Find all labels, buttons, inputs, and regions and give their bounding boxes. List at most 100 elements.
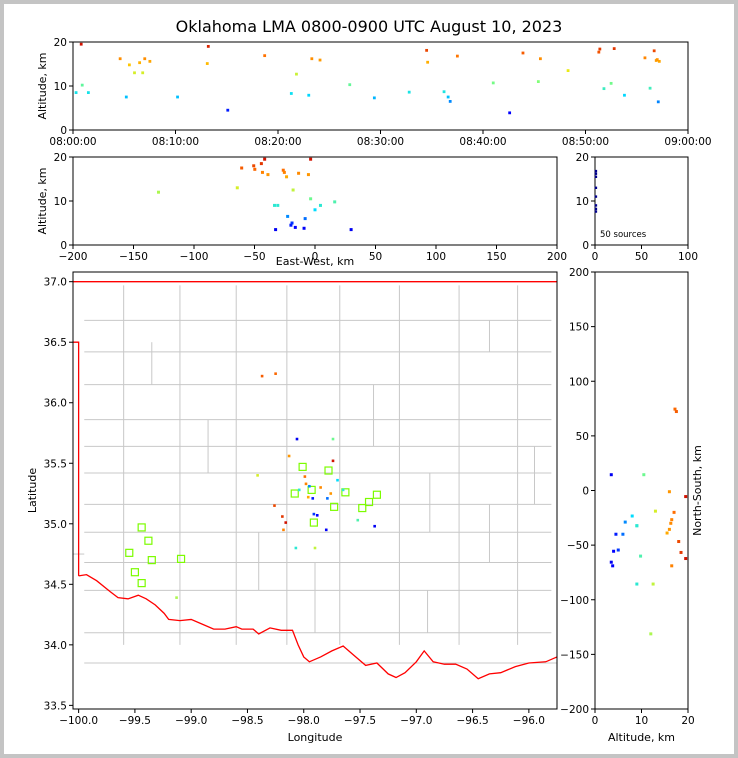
time-tick-label: 09:00:00 bbox=[664, 136, 711, 148]
time-altitude-point bbox=[656, 100, 660, 104]
time-tick-label: 08:40:00 bbox=[459, 136, 506, 148]
ns-altitude-tick-label: 20 bbox=[681, 715, 694, 727]
time-altitude-point bbox=[124, 95, 128, 99]
source-point bbox=[284, 521, 288, 524]
time-altitude-point bbox=[448, 100, 452, 103]
north-south-point bbox=[672, 510, 676, 514]
time-tick-label: 08:20:00 bbox=[254, 136, 301, 148]
north-south-tick-label: 150 bbox=[569, 322, 589, 334]
time-altitude-point bbox=[263, 54, 267, 58]
time-altitude-point bbox=[609, 81, 613, 85]
ns-altitude-tick-label: 10 bbox=[635, 715, 648, 727]
lma-station-marker bbox=[144, 536, 153, 545]
time-altitude-point bbox=[491, 81, 495, 85]
latitude-tick-label: 34.0 bbox=[44, 640, 67, 652]
north-south-tick-label: 50 bbox=[576, 431, 589, 443]
histogram-altitude-tick-label: 10 bbox=[576, 196, 589, 208]
altitude-tick-label: 20 bbox=[54, 152, 67, 164]
north-south-point bbox=[642, 473, 646, 477]
east-west-point bbox=[291, 188, 295, 192]
north-south-point bbox=[667, 527, 671, 531]
histogram-altitude-tick-label: 20 bbox=[576, 152, 589, 164]
time-tick-label: 08:00:00 bbox=[49, 136, 96, 148]
lma-station-marker bbox=[125, 548, 134, 557]
source-point bbox=[175, 596, 178, 599]
longitude-tick-label: −99.0 bbox=[175, 715, 207, 727]
east-west-point bbox=[290, 221, 294, 225]
source-point bbox=[326, 497, 329, 500]
east-west-point bbox=[235, 186, 239, 190]
time-altitude-point bbox=[138, 61, 142, 65]
source-point bbox=[319, 486, 322, 489]
time-altitude-point bbox=[536, 80, 540, 83]
source-point bbox=[329, 492, 333, 495]
source-point bbox=[311, 497, 315, 500]
time-altitude-point bbox=[597, 50, 601, 54]
plan-view-frame bbox=[72, 271, 558, 710]
source-point bbox=[356, 518, 360, 522]
lma-station-marker bbox=[372, 490, 382, 499]
north-south-tick-label: 100 bbox=[569, 376, 589, 388]
north-south-ylabel: North-South, km bbox=[691, 445, 704, 536]
source-point bbox=[297, 488, 301, 492]
north-south-point bbox=[614, 532, 618, 536]
east-west-tick-label: −100 bbox=[180, 251, 209, 263]
north-south-point bbox=[612, 549, 616, 553]
time-altitude-point bbox=[206, 45, 210, 48]
north-south-tick-label: −150 bbox=[560, 649, 589, 661]
time-altitude-point bbox=[455, 54, 459, 58]
time-altitude-point bbox=[148, 59, 152, 63]
source-point bbox=[312, 512, 316, 516]
time-altitude-point bbox=[426, 60, 430, 64]
east-west-tick-label: 100 bbox=[426, 251, 446, 263]
lma-station-marker bbox=[364, 497, 374, 507]
north-south-tick-label: −100 bbox=[560, 595, 589, 607]
north-south-point bbox=[621, 532, 625, 536]
source-point bbox=[281, 515, 284, 518]
lma-station-marker bbox=[147, 556, 156, 565]
east-west-point bbox=[274, 228, 278, 232]
latitude-tick-label: 37.0 bbox=[44, 277, 67, 289]
time-altitude-point bbox=[348, 83, 352, 87]
time-altitude-point bbox=[623, 93, 626, 97]
east-west-point bbox=[293, 225, 297, 229]
east-west-tick-label: 0 bbox=[312, 251, 319, 263]
lma-station-marker bbox=[358, 503, 367, 513]
east-west-tick-label: −50 bbox=[243, 251, 265, 263]
lma-station-marker bbox=[137, 523, 146, 532]
east-west-point bbox=[263, 157, 267, 161]
histogram-point bbox=[594, 195, 598, 198]
east-west-point bbox=[253, 167, 257, 171]
east-west-point bbox=[282, 170, 286, 174]
time-altitude-point bbox=[318, 58, 322, 62]
time-altitude-point bbox=[657, 59, 661, 63]
north-south-point bbox=[677, 540, 681, 544]
source-point bbox=[313, 546, 317, 550]
histogram-altitude-tick-label: 0 bbox=[582, 240, 589, 252]
north-south-point bbox=[649, 632, 653, 636]
source-point bbox=[303, 475, 307, 478]
time-altitude-point bbox=[521, 51, 525, 55]
state-boundary-red-river bbox=[78, 573, 557, 680]
chart-title: Oklahoma LMA 0800-0900 UTC August 10, 20… bbox=[175, 17, 563, 36]
lma-station-marker bbox=[130, 568, 140, 577]
east-west-point bbox=[286, 214, 290, 218]
time-altitude-point bbox=[566, 69, 570, 72]
longitude-tick-label: −98.0 bbox=[288, 715, 320, 727]
east-west-point bbox=[252, 164, 256, 168]
ns-altitude-tick-label: 0 bbox=[592, 715, 599, 727]
latitude-ylabel: Latitude bbox=[26, 468, 39, 514]
north-south-point bbox=[670, 564, 674, 568]
time-altitude-point bbox=[133, 71, 136, 75]
latitude-tick-label: 36.5 bbox=[44, 337, 67, 349]
time-altitude-point bbox=[141, 71, 145, 75]
north-south-point bbox=[684, 557, 688, 561]
east-west-point bbox=[285, 175, 289, 179]
north-south-point bbox=[609, 560, 613, 564]
altitude-tick-label: 20 bbox=[54, 37, 67, 49]
time-altitude-point bbox=[372, 96, 376, 100]
figure-background bbox=[4, 4, 734, 754]
altitude-tick-label: 0 bbox=[60, 240, 67, 252]
ns-altitude-xlabel: Altitude, km bbox=[608, 731, 675, 744]
